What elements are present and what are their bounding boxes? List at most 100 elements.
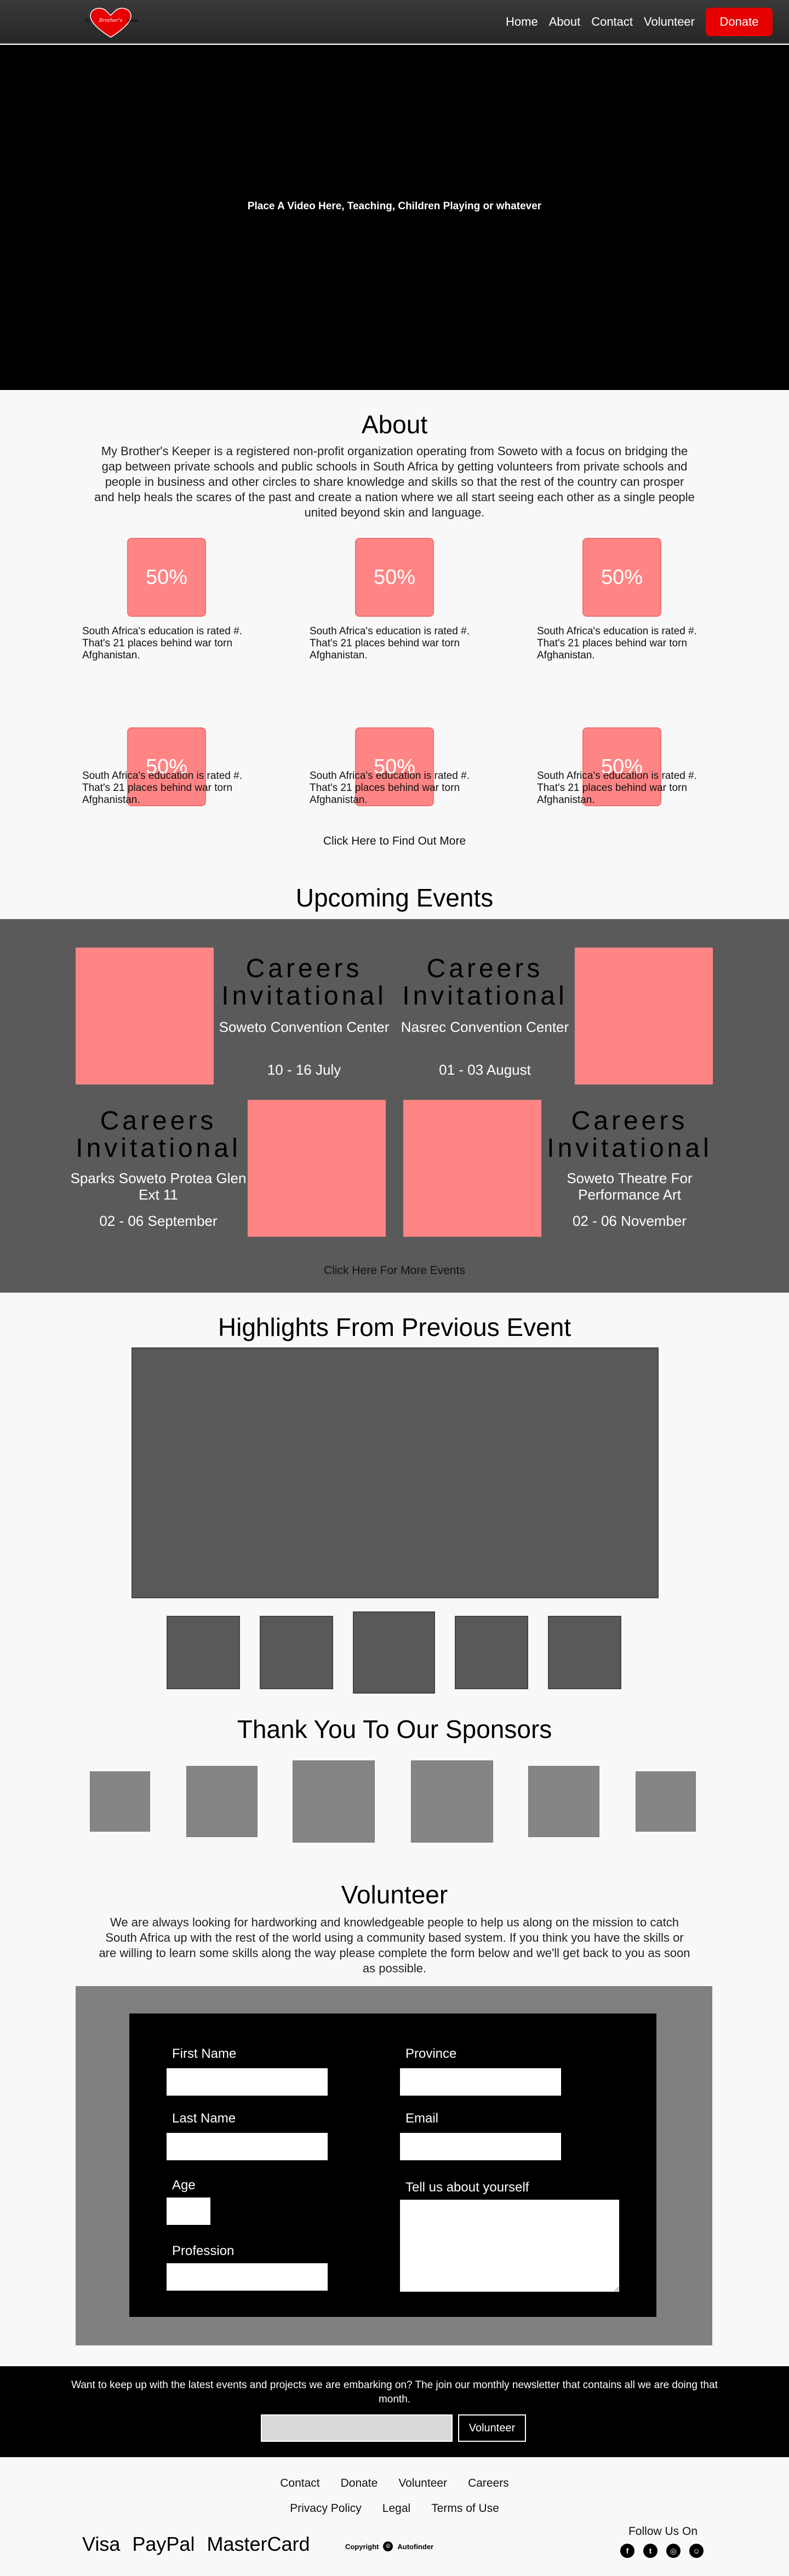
event-image[interactable] <box>76 948 214 1085</box>
highlights-title: Highlights From Previous Event <box>218 1313 571 1341</box>
email-label: Email <box>405 2111 439 2126</box>
nav-volunteer[interactable]: Volunteer <box>644 15 695 28</box>
find-out-more-link[interactable]: Click Here to Find Out More <box>323 835 466 847</box>
stat-card: 50% <box>582 727 661 806</box>
follow-us-label: Follow Us On <box>628 2525 698 2538</box>
profession-label: Profession <box>172 2244 235 2258</box>
event-title: Careers Invitational <box>221 954 387 1011</box>
social-links: f t ◎ ☺ <box>620 2544 704 2558</box>
footer-privacy-link[interactable]: Privacy Policy <box>290 2502 362 2515</box>
last-name-field[interactable] <box>167 2133 328 2160</box>
about-yourself-label: Tell us about yourself <box>405 2180 529 2195</box>
stat-text: South Africa's education is rated #. Tha… <box>310 770 470 806</box>
payment-methods: Visa PayPal MasterCard <box>82 2533 310 2556</box>
stat-text: South Africa's education is rated #. Tha… <box>537 626 697 661</box>
paypal-label: PayPal <box>132 2533 195 2555</box>
footer-careers-link[interactable]: Careers <box>468 2477 509 2489</box>
sponsor-logo[interactable] <box>293 1760 375 1843</box>
mastercard-label: MasterCard <box>207 2533 310 2555</box>
event-image[interactable] <box>403 1100 541 1237</box>
highlight-thumbnail-active[interactable] <box>353 1611 435 1694</box>
stat-card: 50% <box>355 727 434 806</box>
first-name-label: First Name <box>172 2046 237 2061</box>
stat-card: 50% <box>127 538 206 617</box>
newsletter-email-input[interactable] <box>261 2414 453 2442</box>
footer-volunteer-link[interactable]: Volunteer <box>398 2477 448 2489</box>
visa-label: Visa <box>82 2533 121 2555</box>
stat-text: South Africa's education is rated #. Tha… <box>82 770 242 806</box>
copyright-brand: Autofinder <box>397 2542 434 2551</box>
stat-text: South Africa's education is rated #. Tha… <box>310 626 470 661</box>
footer-links-primary: Contact Donate Volunteer Careers <box>0 2477 789 2490</box>
sponsors-title: Thank You To Our Sponsors <box>237 1715 552 1743</box>
stat-card: 50% <box>355 538 434 617</box>
hero-video-placeholder[interactable]: Place A Video Here, Teaching, Children P… <box>0 45 789 390</box>
sponsor-logo[interactable] <box>186 1766 258 1837</box>
event-title: Careers Invitational <box>402 954 568 1011</box>
event-date: 01 - 03 August <box>439 1062 531 1078</box>
twitter-icon[interactable]: t <box>643 2544 658 2558</box>
event-date: 10 - 16 July <box>267 1062 341 1078</box>
newsletter-text: Want to keep up with the latest events a… <box>71 2379 718 2405</box>
stat-card: 50% <box>127 727 206 806</box>
event-place: Soweto Convention Center <box>219 1019 390 1035</box>
first-name-field[interactable] <box>167 2068 328 2096</box>
instagram-icon[interactable]: ◎ <box>666 2544 681 2558</box>
github-icon[interactable]: ☺ <box>689 2544 704 2558</box>
profession-field[interactable] <box>167 2263 328 2291</box>
footer-legal-link[interactable]: Legal <box>382 2502 411 2515</box>
event-date: 02 - 06 September <box>99 1213 218 1229</box>
last-name-label: Last Name <box>172 2111 236 2126</box>
province-field[interactable] <box>400 2068 561 2096</box>
province-label: Province <box>405 2046 457 2061</box>
volunteer-text: We are always looking for hardworking an… <box>99 1915 690 1975</box>
nav-contact[interactable]: Contact <box>591 15 633 28</box>
copyright-icon: © <box>383 2541 393 2551</box>
nav-home[interactable]: Home <box>506 15 538 28</box>
copyright-text: Copyright <box>345 2542 379 2551</box>
hero-placeholder-text: Place A Video Here, Teaching, Children P… <box>247 200 542 212</box>
sponsor-logo[interactable] <box>636 1771 696 1832</box>
event-image[interactable] <box>575 948 713 1085</box>
stat-text: South Africa's education is rated #. Tha… <box>82 626 242 661</box>
newsletter-volunteer-button[interactable]: Volunteer <box>458 2414 526 2442</box>
copyright: Copyright © Autofinder <box>345 2541 433 2551</box>
about-yourself-field[interactable] <box>400 2200 619 2292</box>
highlight-thumbnail[interactable] <box>548 1616 621 1689</box>
newsletter-section: Want to keep up with the latest events a… <box>0 2366 789 2457</box>
sponsor-logo[interactable] <box>528 1766 599 1837</box>
stat-card: 50% <box>582 538 661 617</box>
events-title: Upcoming Events <box>295 883 494 912</box>
event-image[interactable] <box>248 1100 386 1237</box>
age-label: Age <box>172 2178 196 2193</box>
highlight-main-video[interactable] <box>132 1347 659 1598</box>
event-place: Sparks Soweto Protea Glen Ext 11 <box>70 1170 247 1203</box>
about-text: My Brother's Keeper is a registered non-… <box>94 444 695 519</box>
event-date: 02 - 06 November <box>572 1213 687 1229</box>
age-field[interactable] <box>167 2198 210 2225</box>
svg-text:Keeper: Keeper <box>127 19 138 23</box>
sponsor-logo[interactable] <box>411 1760 493 1843</box>
donate-button[interactable]: Donate <box>706 8 773 36</box>
about-title: About <box>361 410 428 439</box>
stat-text: South Africa's education is rated #. Tha… <box>537 770 697 806</box>
highlight-thumbnail[interactable] <box>455 1616 528 1689</box>
event-place: Nasrec Convention Center <box>401 1019 569 1035</box>
more-events-link[interactable]: Click Here For More Events <box>324 1264 465 1277</box>
nav-about[interactable]: About <box>548 15 581 28</box>
facebook-icon[interactable]: f <box>620 2544 634 2558</box>
event-title: Careers Invitational <box>76 1106 241 1163</box>
footer-contact-link[interactable]: Contact <box>280 2477 320 2489</box>
event-place: Soweto Theatre For Performance Art <box>567 1170 693 1203</box>
sponsor-logo[interactable] <box>90 1771 150 1832</box>
event-title: Careers Invitational <box>547 1106 712 1163</box>
highlight-thumbnail[interactable] <box>260 1616 333 1689</box>
svg-text:My: My <box>84 19 91 23</box>
volunteer-title: Volunteer <box>341 1880 448 1909</box>
top-navigation: Brother's Keeper My Home About Contact V… <box>0 0 789 44</box>
footer-donate-link[interactable]: Donate <box>340 2477 378 2489</box>
highlight-thumbnail[interactable] <box>167 1616 240 1689</box>
footer-terms-link[interactable]: Terms of Use <box>431 2502 499 2515</box>
heart-logo[interactable]: Brother's Keeper My <box>83 5 141 39</box>
email-field[interactable] <box>400 2133 561 2160</box>
